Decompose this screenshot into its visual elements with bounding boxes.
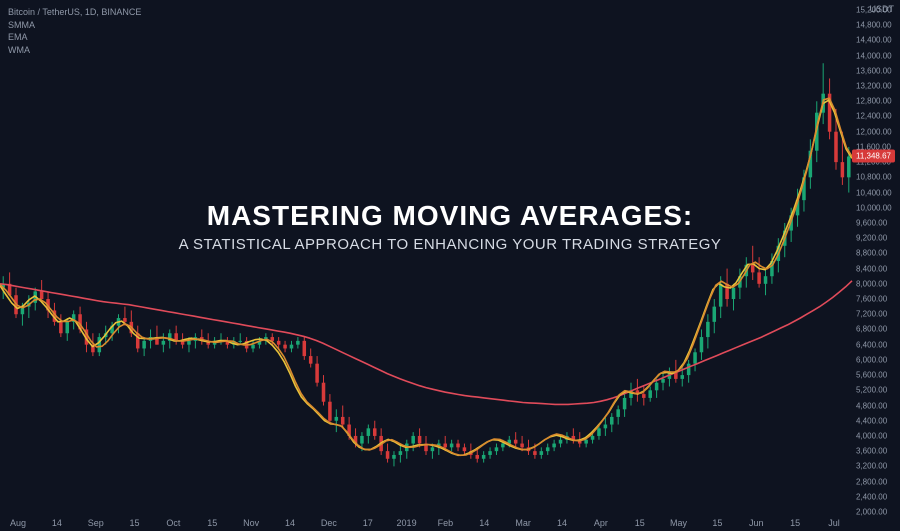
y-tick: 10,000.00: [856, 203, 892, 212]
y-tick: 8,800.00: [856, 249, 887, 258]
y-tick: 8,400.00: [856, 264, 887, 273]
indicator-label-1: EMA: [8, 31, 141, 44]
y-tick: 6,000.00: [856, 355, 887, 364]
x-tick: 15: [635, 518, 645, 528]
x-tick: Mar: [515, 518, 531, 528]
x-tick: Aug: [10, 518, 26, 528]
x-tick: 14: [52, 518, 62, 528]
y-tick: 10,400.00: [856, 188, 892, 197]
y-tick: 2,000.00: [856, 508, 887, 517]
y-tick: 14,800.00: [856, 21, 892, 30]
y-tick: 15,200.00: [856, 6, 892, 15]
y-tick: 9,600.00: [856, 218, 887, 227]
x-tick: 15: [130, 518, 140, 528]
x-tick: 14: [479, 518, 489, 528]
y-tick: 7,200.00: [856, 310, 887, 319]
current-price-tag: 11,348.67: [852, 150, 895, 163]
y-tick: 12,000.00: [856, 127, 892, 136]
indicator-label-2: WMA: [8, 44, 141, 57]
x-tick: May: [670, 518, 687, 528]
x-tick: Oct: [166, 518, 180, 528]
y-tick: 14,400.00: [856, 36, 892, 45]
indicator-label-0: SMMA: [8, 19, 141, 32]
y-tick: 2,400.00: [856, 492, 887, 501]
y-tick: 9,200.00: [856, 234, 887, 243]
y-tick: 8,000.00: [856, 279, 887, 288]
x-tick: 14: [557, 518, 567, 528]
x-tick: Dec: [321, 518, 337, 528]
y-axis: 2,000.00 2,400.00 2,800.00 3,200.00 3,600.00…: [852, 0, 900, 531]
x-tick: Feb: [438, 518, 454, 528]
y-tick: 5,200.00: [856, 386, 887, 395]
y-tick: 10,800.00: [856, 173, 892, 182]
y-tick: 7,600.00: [856, 295, 887, 304]
x-tick: Apr: [594, 518, 608, 528]
y-tick: 4,800.00: [856, 401, 887, 410]
x-tick: Sep: [88, 518, 104, 528]
y-tick: 14,000.00: [856, 51, 892, 60]
x-tick: 15: [790, 518, 800, 528]
x-tick: Jul: [828, 518, 840, 528]
x-tick: Nov: [243, 518, 259, 528]
y-tick: 12,800.00: [856, 97, 892, 106]
x-tick: 17: [363, 518, 373, 528]
x-tick: 15: [207, 518, 217, 528]
y-tick: 13,600.00: [856, 66, 892, 75]
y-tick: 5,600.00: [856, 371, 887, 380]
y-tick: 12,400.00: [856, 112, 892, 121]
chart-legend: Bitcoin / TetherUS, 1D, BINANCE SMMA EMA…: [8, 6, 141, 56]
x-tick: 14: [285, 518, 295, 528]
y-tick: 6,400.00: [856, 340, 887, 349]
y-tick: 2,800.00: [856, 477, 887, 486]
x-tick: 15: [712, 518, 722, 528]
y-tick: 4,400.00: [856, 416, 887, 425]
y-tick: 4,000.00: [856, 431, 887, 440]
y-tick: 6,800.00: [856, 325, 887, 334]
pair-label: Bitcoin / TetherUS, 1D, BINANCE: [8, 6, 141, 19]
price-chart[interactable]: [0, 0, 900, 531]
y-tick: 3,200.00: [856, 462, 887, 471]
y-tick: 13,200.00: [856, 82, 892, 91]
y-tick: 3,600.00: [856, 447, 887, 456]
x-axis: Aug 14 Sep 15 Oct 15 Nov 14 Dec 17 2019 Feb 14 Mar 14 A…: [0, 514, 852, 528]
x-tick: 2019: [397, 518, 417, 528]
x-tick: Jun: [749, 518, 764, 528]
